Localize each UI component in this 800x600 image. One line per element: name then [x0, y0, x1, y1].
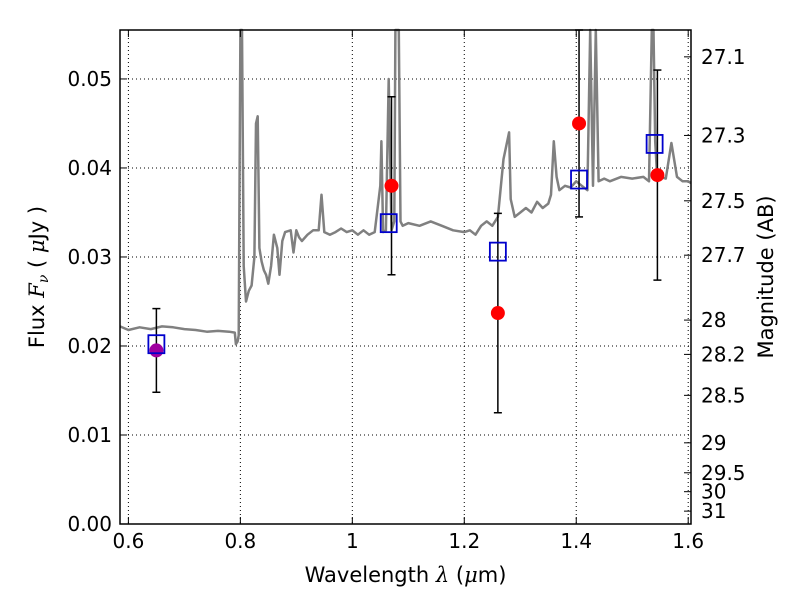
y-tick-label: 0.05: [67, 67, 112, 91]
grid-layer: [120, 30, 691, 525]
observed-point: [650, 168, 665, 183]
mag-tick-label: 27.3: [701, 123, 746, 147]
mag-tick-label: 28.2: [701, 342, 746, 366]
model-band-square: [379, 213, 398, 234]
mag-tick-label: 27.1: [701, 45, 746, 69]
observed-point: [384, 178, 399, 193]
x-tick-label: 1: [346, 529, 359, 553]
mag-tick-label: 30: [701, 480, 726, 504]
model-band-square: [488, 241, 507, 262]
x-tick-label: 1.2: [448, 529, 480, 553]
x-axis-label: Wavelength λ (μm): [305, 563, 507, 587]
mag-tick-label: 27.5: [701, 189, 746, 213]
observed-point: [490, 306, 505, 321]
y-tick-label: 0.02: [67, 334, 112, 358]
observed-point: [572, 116, 587, 131]
x-tick-label: 1.6: [672, 529, 704, 553]
observed-point: [149, 343, 164, 358]
model-band-square: [570, 169, 588, 190]
point-layer: [147, 116, 665, 355]
y-tick-label: 0.04: [67, 156, 112, 180]
band-layer: [149, 343, 164, 358]
mag-tick-label: 28: [701, 308, 726, 332]
mag-tick-label: 31: [701, 499, 726, 523]
model-spectrum-line: [119, 28, 692, 346]
mag-tick-label: 29: [701, 431, 726, 455]
y-tick-label: 0.00: [67, 512, 112, 536]
y-tick-label: 0.03: [67, 245, 112, 269]
mag-tick-label: 29.5: [701, 461, 746, 485]
x-tick-label: 0.6: [112, 529, 144, 553]
y-tick-label: 0.01: [67, 423, 112, 447]
mag-tick-label: 28.5: [701, 383, 746, 407]
x-tick-label: 0.8: [224, 529, 256, 553]
model-band-square: [645, 134, 664, 154]
plot-frame: [119, 29, 692, 525]
errorbar-layer: [152, 29, 662, 414]
spectrum-layer: [119, 28, 692, 346]
tick-layer: 0.6 0.8 1 1.2 1.4 1.6 0.00 0.01 0.02 0.03 0.04 0.05…: [67, 30, 746, 553]
model-band-square: [147, 334, 166, 355]
mag-tick-label: 27.7: [701, 243, 746, 267]
y-axis-label: Flux Fν ( μJy ): [25, 206, 52, 348]
y2-axis-label: Magnitude (AB): [754, 195, 778, 358]
x-tick-label: 1.4: [560, 529, 592, 553]
